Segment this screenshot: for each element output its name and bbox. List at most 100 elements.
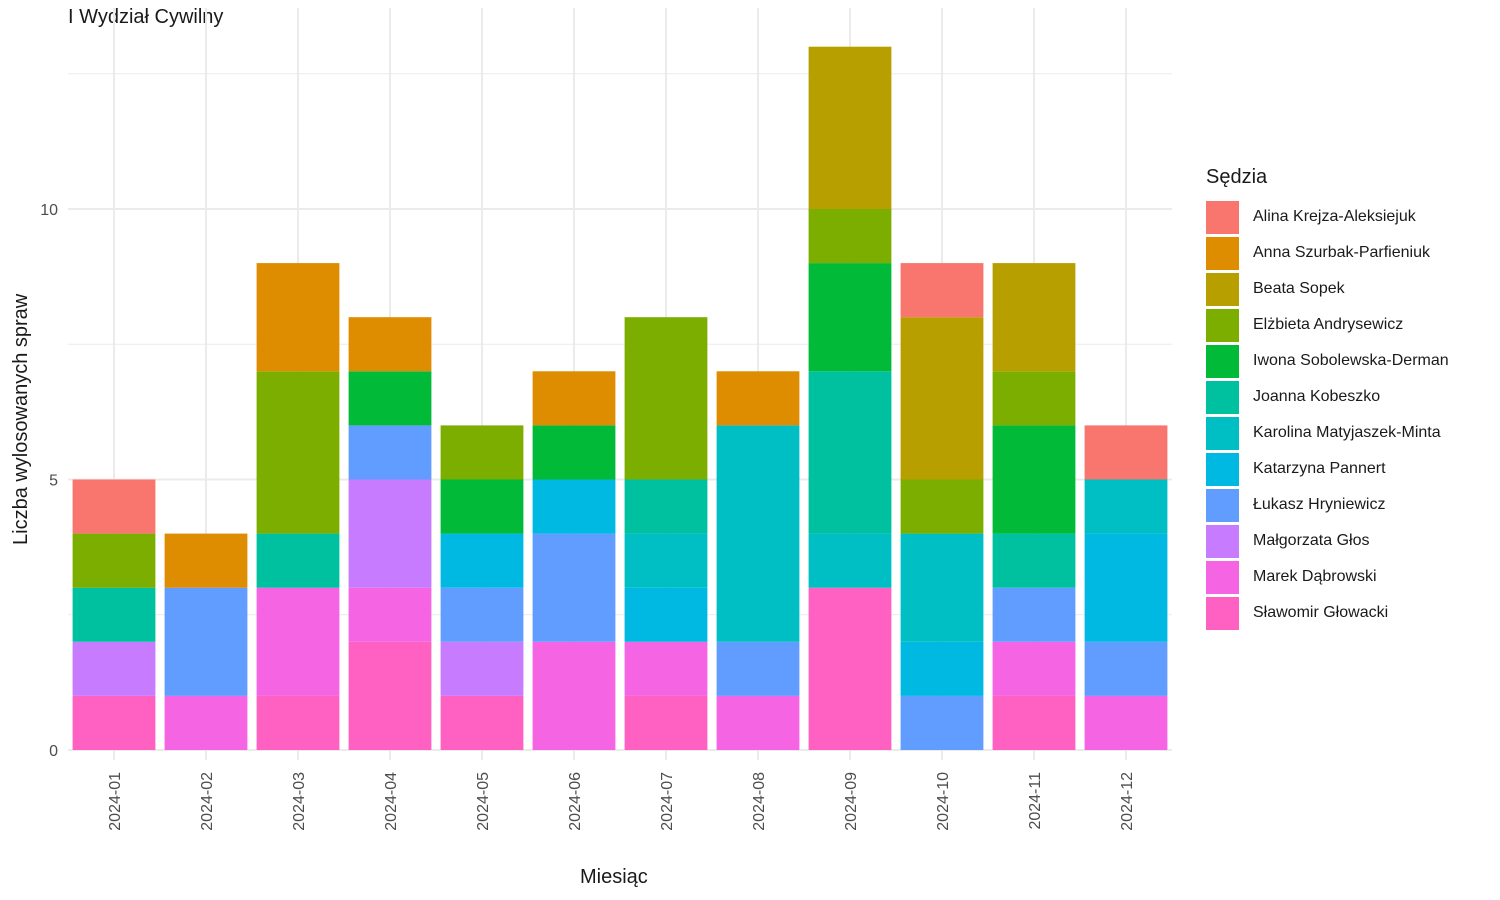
legend-swatch: [1206, 236, 1239, 270]
bar-segment: [716, 641, 800, 696]
bar-segment: [992, 695, 1076, 750]
x-tick-label: 2024-04: [383, 772, 400, 831]
bar-segment: [256, 263, 340, 372]
legend-item: Beata Sopek: [1206, 271, 1449, 307]
bar-segment: [900, 695, 984, 750]
bar-segment: [992, 641, 1076, 696]
bar-segment: [808, 533, 892, 588]
x-axis-title: Miesiąc: [580, 866, 648, 888]
legend-swatch: [1206, 272, 1239, 306]
x-tick-label: 2024-08: [751, 772, 768, 831]
legend-label: Marek Dąbrowski: [1253, 568, 1377, 585]
legend-label: Joanna Kobeszko: [1253, 388, 1381, 405]
bar-segment: [992, 263, 1076, 372]
x-tick-label: 2024-05: [475, 772, 492, 831]
legend-swatch: [1206, 524, 1239, 558]
legend-item: Alina Krejza-Aleksiejuk: [1206, 199, 1449, 235]
legend-swatch: [1206, 596, 1239, 630]
legend-swatch: [1206, 344, 1239, 378]
bar-segment: [900, 317, 984, 480]
bar-segment: [808, 46, 892, 210]
bar-segment: [348, 479, 432, 588]
x-tick-label: 2024-03: [291, 772, 308, 831]
legend-label: Małgorzata Głos: [1253, 532, 1370, 549]
y-tick-label: 10: [40, 202, 58, 219]
y-tick-label: 5: [49, 473, 58, 490]
legend-label: Alina Krejza-Aleksiejuk: [1253, 208, 1416, 225]
bar-segment: [1084, 479, 1168, 534]
legend-items: Alina Krejza-Aleksiejuk Anna Szurbak-Parf…: [1206, 199, 1449, 631]
bar-segment: [72, 479, 156, 534]
legend-swatch: [1206, 308, 1239, 342]
bar-segment: [532, 425, 616, 480]
legend-label: Anna Szurbak-Parfieniuk: [1253, 244, 1430, 261]
legend-item: Łukasz Hryniewicz: [1206, 487, 1449, 523]
legend-item: Małgorzata Głos: [1206, 523, 1449, 559]
bar-segment: [532, 533, 616, 642]
legend-swatch: [1206, 380, 1239, 414]
legend-item: Elżbieta Andrysewicz: [1206, 307, 1449, 343]
bar-segment: [900, 479, 984, 534]
x-tick-label: 2024-06: [567, 772, 584, 831]
x-tick-label: 2024-02: [199, 772, 216, 831]
x-tick-label: 2024-01: [107, 772, 124, 831]
bar-segment: [72, 641, 156, 696]
bar-segment: [440, 695, 524, 750]
y-axis-title: Liczba wylosowanych spraw: [10, 293, 32, 545]
legend-item: Anna Szurbak-Parfieniuk: [1206, 235, 1449, 271]
bar-segment: [440, 479, 524, 534]
bar-segment: [808, 587, 892, 750]
legend-item: Karolina Matyjaszek-Minta: [1206, 415, 1449, 451]
bar-segment: [72, 695, 156, 750]
chart-title: I Wydział Cywilny: [68, 6, 224, 28]
legend: Sędzia Alina Krejza-Aleksiejuk Anna Szurb…: [1206, 166, 1449, 631]
bar-segment: [900, 263, 984, 318]
x-tick-label: 2024-11: [1027, 772, 1044, 830]
bar-segment: [348, 641, 432, 750]
bar-segment: [716, 695, 800, 750]
bar-segment: [624, 695, 708, 750]
legend-label: Karolina Matyjaszek-Minta: [1253, 424, 1441, 441]
bar-segment: [256, 695, 340, 750]
bar-segment: [808, 371, 892, 534]
bar-segment: [440, 587, 524, 642]
legend-swatch: [1206, 452, 1239, 486]
x-tick-label: 2024-07: [659, 772, 676, 831]
bar-segment: [440, 425, 524, 480]
legend-swatch: [1206, 416, 1239, 450]
bar-segment: [348, 371, 432, 426]
bar-segment: [164, 587, 248, 696]
bar-segment: [164, 533, 248, 588]
bar-segment: [164, 695, 248, 750]
bar-segment: [992, 371, 1076, 426]
legend-item: Iwona Sobolewska-Derman: [1206, 343, 1449, 379]
bar-segment: [624, 479, 708, 534]
x-tick-label: 2024-12: [1119, 772, 1136, 831]
bar-segment: [716, 371, 800, 426]
legend-label: Iwona Sobolewska-Derman: [1253, 352, 1449, 369]
legend-item: Joanna Kobeszko: [1206, 379, 1449, 415]
bar-segment: [440, 533, 524, 588]
bar-segment: [532, 479, 616, 534]
stacked-bar-chart: 0 5 10 2024-01 2024-02 2024-03 2024-04 2024-05 2…: [40, 8, 1172, 831]
bar-segment: [1084, 641, 1168, 696]
y-tick-label: 0: [49, 743, 58, 760]
bar-segment: [256, 533, 340, 588]
bar-segment: [624, 533, 708, 588]
bar-segment: [348, 425, 432, 480]
bar-segment: [256, 587, 340, 696]
bar-segment: [900, 533, 984, 642]
legend-swatch: [1206, 560, 1239, 594]
bar-segment: [1084, 695, 1168, 750]
x-tick-label: 2024-10: [935, 772, 952, 831]
bar-segment: [992, 533, 1076, 588]
bar-segment: [624, 641, 708, 696]
bar-segment: [72, 587, 156, 642]
bar-segment: [348, 317, 432, 372]
legend-item: Marek Dąbrowski: [1206, 559, 1449, 595]
bar-segment: [716, 425, 800, 642]
legend-label: Elżbieta Andrysewicz: [1253, 316, 1404, 333]
bar-segment: [808, 263, 892, 372]
bar-segment: [256, 371, 340, 534]
legend-item: Sławomir Głowacki: [1206, 595, 1449, 631]
